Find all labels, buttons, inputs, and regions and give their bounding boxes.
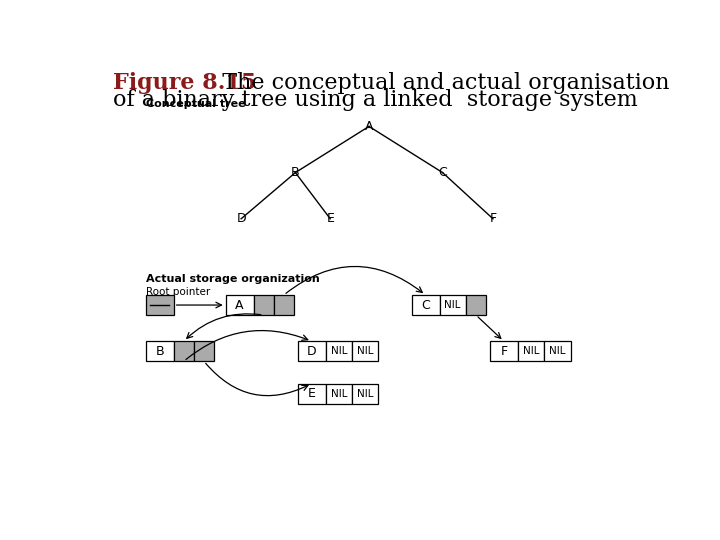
Text: F: F xyxy=(500,345,508,357)
Bar xyxy=(253,295,274,315)
Bar xyxy=(274,295,294,315)
Text: NIL: NIL xyxy=(357,346,374,356)
Text: Conceptual tree: Conceptual tree xyxy=(145,99,246,110)
Bar xyxy=(174,341,194,361)
Text: Actual storage organization: Actual storage organization xyxy=(145,274,320,284)
Text: D: D xyxy=(236,212,246,225)
Bar xyxy=(412,295,439,315)
Bar xyxy=(325,383,352,403)
Text: C: C xyxy=(421,299,430,312)
Text: C: C xyxy=(438,166,447,179)
Bar xyxy=(297,383,325,403)
Bar xyxy=(466,295,486,315)
Text: of a binary tree using a linked  storage system: of a binary tree using a linked storage … xyxy=(113,90,638,111)
Text: NIL: NIL xyxy=(444,300,461,310)
Text: A: A xyxy=(365,120,373,133)
Bar xyxy=(297,341,325,361)
Bar xyxy=(194,341,214,361)
Text: NIL: NIL xyxy=(357,389,374,399)
Bar xyxy=(145,295,174,315)
Text: Root pointer: Root pointer xyxy=(145,287,210,298)
Text: B: B xyxy=(291,166,300,179)
Bar xyxy=(145,341,174,361)
Text: NIL: NIL xyxy=(330,346,347,356)
Bar xyxy=(490,341,518,361)
Bar xyxy=(439,295,466,315)
Text: F: F xyxy=(490,212,497,225)
Text: NIL: NIL xyxy=(330,389,347,399)
Bar xyxy=(352,341,378,361)
Text: E: E xyxy=(326,212,334,225)
Text: Figure 8.15: Figure 8.15 xyxy=(113,72,256,94)
Bar xyxy=(352,383,378,403)
Text: NIL: NIL xyxy=(549,346,566,356)
Bar xyxy=(518,341,544,361)
Bar xyxy=(544,341,570,361)
Bar xyxy=(325,341,352,361)
Text: B: B xyxy=(156,345,164,357)
Text: NIL: NIL xyxy=(523,346,539,356)
Text: The conceptual and actual organisation: The conceptual and actual organisation xyxy=(208,72,670,94)
Text: A: A xyxy=(235,299,244,312)
Text: D: D xyxy=(307,345,317,357)
Text: E: E xyxy=(307,387,315,400)
Bar xyxy=(225,295,253,315)
